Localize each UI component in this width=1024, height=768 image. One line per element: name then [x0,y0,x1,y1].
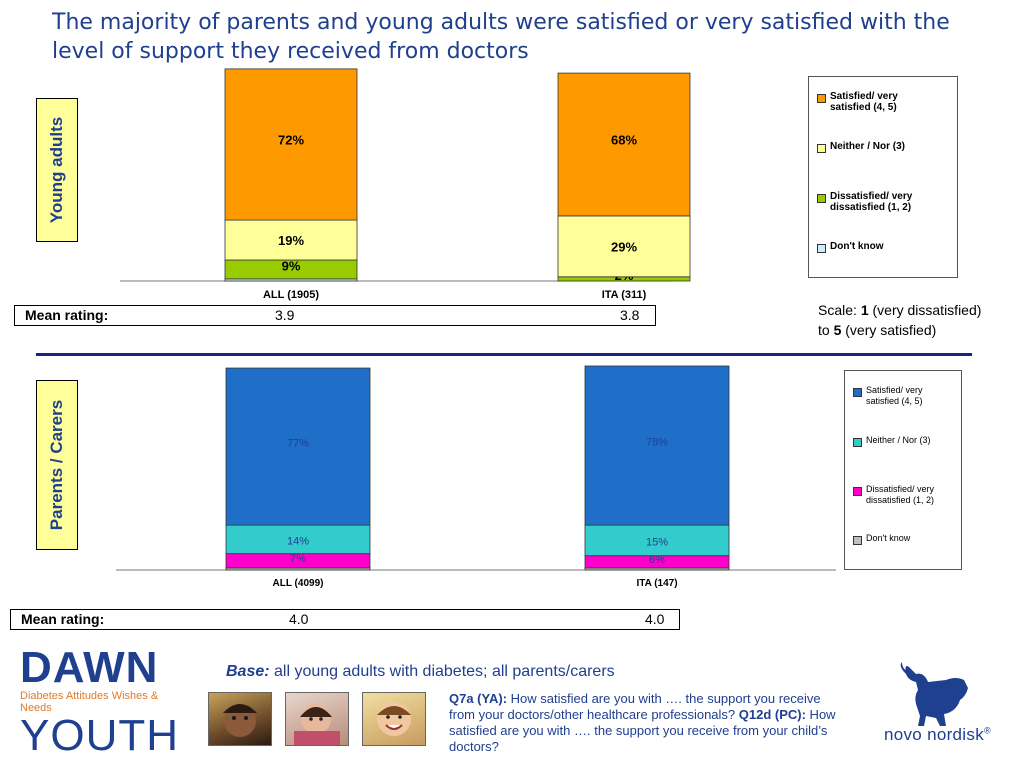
mean-value-ita: 3.8 [620,307,640,323]
legend-item-satisfied: Satisfied/ very satisfied (4, 5) [817,91,898,113]
brand-registered: ® [984,725,991,736]
legend-item-neither: Neither / Nor (3) [817,141,905,153]
legend-item-dont-know-pc: Don't know [853,533,910,545]
logo-dawn-text: DAWN [20,643,159,692]
data-label-dissatisfied: 6% [649,554,665,566]
data-label-satisfied: 77% [287,438,309,450]
data-label-satisfied: 68% [611,133,637,148]
base-label: Base: [226,663,270,680]
legend-item-dissatisfied: Dissatisfied/ very dissatisfied (1, 2) [817,191,912,213]
legend-label-neither-pc: Neither / Nor (3) [866,435,931,445]
bar-segment-satisfied [225,367,371,526]
category-label: ITA (311) [602,289,647,301]
parents-mean-row: Mean rating: 4.0 4.0 [10,609,680,630]
scale-note: Scale: 1 (very dissatisfied) to 5 (very … [818,300,981,340]
legend-item-dissatisfied-pc: Dissatisfied/ very dissatisfied (1, 2) [853,484,934,506]
brand-name: novo nordisk [884,725,984,744]
parents-legend: Satisfied/ very satisfied (4, 5) Neither… [844,370,962,570]
section-divider [36,353,972,356]
data-label-neither: 14% [287,535,309,547]
bar-segment-satisfied [224,68,358,221]
mean-value-ita-pc: 4.0 [645,611,665,627]
legend-label-dont-know: Don't know [830,241,884,252]
mean-value-all-pc: 4.0 [289,611,309,627]
data-label-dissatisfied: 7% [290,553,306,565]
legend-swatch-satisfied-pc [853,388,862,397]
legend-swatch-satisfied [817,94,826,103]
question-1-text: How satisfied are you with …. the suppor… [449,691,821,722]
legend-swatch-dissatisfied [817,194,826,203]
young-adults-label: Young adults [36,98,78,242]
photo-child-2 [285,692,349,746]
photo-child-3-art [377,702,411,736]
category-label: ALL (4099) [273,578,324,589]
scale-high-text: (very satisfied) [841,322,937,338]
category-label: ALL (1905) [263,289,319,301]
legend-item-neither-pc: Neither / Nor (3) [853,435,931,447]
category-label: ITA (147) [636,578,677,589]
bar-segment-satisfied [557,72,691,217]
data-label-satisfied: 72% [278,133,304,148]
legend-swatch-dissatisfied-pc [853,487,862,496]
legend-swatch-dont-know [817,244,826,253]
photo-child-2-art [294,704,340,745]
scale-high: 5 [833,322,842,338]
data-label-neither: 15% [646,536,668,548]
question-2-text: How satisfied are you with …. the suppor… [449,707,836,754]
young-adults-chart: 1%9%19%72%ALL (1905)2%29%68%ITA (311) [120,68,691,301]
legend-label-satisfied: Satisfied/ very satisfied (4, 5) [830,91,898,113]
legend-label-dissatisfied: Dissatisfied/ very dissatisfied (1, 2) [830,191,913,213]
question-2-label: Q12d (PC): [738,707,806,722]
mean-rating-label: Mean rating: [25,307,109,323]
legend-label-dont-know-pc: Don't know [866,533,911,543]
scale-prefix: Scale: [818,302,861,318]
legend-swatch-neither [817,144,826,153]
mean-rating-label-pc: Mean rating: [21,611,105,627]
legend-label-neither: Neither / Nor (3) [830,141,906,152]
novo-nordisk-bull-icon [900,662,968,726]
legend-item-satisfied-pc: Satisfied/ very satisfied (4, 5) [853,385,923,407]
logo-tagline: Diabetes Attitudes Wishes & Needs [20,690,159,714]
data-label-satisfied: 78% [646,437,668,449]
parents-carers-label-text: Parents / Carers [47,399,66,531]
base-text: all young adults with diabetes; all pare… [269,663,615,680]
legend-item-dont-know: Don't know [817,241,883,253]
scale-low: 1 [860,302,869,318]
bar-segment-neither [584,524,730,557]
legend-swatch-dont-know-pc [853,536,862,545]
bar-segment-satisfied [584,365,730,526]
page-title: The majority of parents and young adults… [52,10,950,64]
photo-child-1 [208,692,272,746]
base-note: Base: all young adults with diabetes; al… [226,663,615,681]
legend-swatch-neither-pc [853,438,862,447]
parents-chart: 1%7%14%77%ALL (4099)1%6%15%78%ITA (147) [116,365,836,589]
novo-nordisk-wordmark: novo nordisk® [884,725,991,745]
young-adults-mean-row: Mean rating: 3.9 3.8 [14,305,656,326]
legend-label-dissatisfied-pc: Dissatisfied/ very dissatisfied (1, 2) [866,484,935,505]
young-adults-label-text: Young adults [47,116,66,224]
data-label-dissatisfied: 9% [282,258,301,273]
photo-child-3 [362,692,426,746]
parents-carers-label: Parents / Carers [36,380,78,550]
legend-label-satisfied-pc: Satisfied/ very satisfied (4, 5) [866,385,923,406]
bar-segment-neither [225,524,371,555]
data-label-neither: 19% [278,233,304,248]
mean-value-all: 3.9 [275,307,295,323]
question-1-label: Q7a (YA): [449,691,508,706]
question-note: Q7a (YA): How satisfied are you with …. … [449,691,849,755]
scale-low-text: (very dissatisfied) [868,302,982,318]
dawn-youth-logo: DAWN Diabetes Attitudes Wishes & Needs Y… [20,643,190,760]
young-adults-legend: Satisfied/ very satisfied (4, 5) Neither… [808,76,958,278]
scale-to: to [818,322,834,338]
data-label-neither: 29% [611,239,637,254]
bar-segment-neither [557,215,691,278]
logo-youth-text: YOUTH [20,711,179,760]
photo-child-1-art [223,704,257,737]
